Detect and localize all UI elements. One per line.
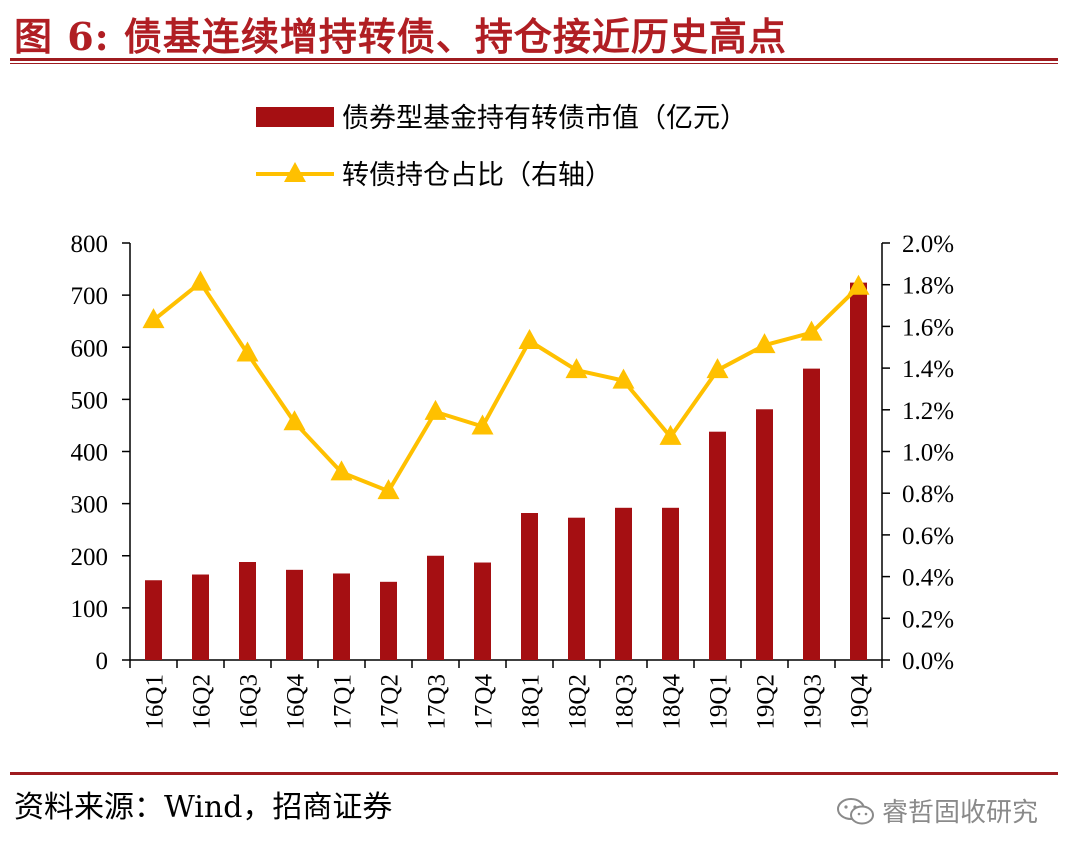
legend-line-label: 转债持仓占比（右轴） (342, 160, 612, 191)
source-note: 资料来源：Wind，招商证券 (14, 790, 393, 825)
top-rule-thin (10, 63, 1058, 64)
wechat-icon (837, 797, 874, 824)
bar (427, 555, 444, 660)
bar (568, 517, 585, 660)
y-right-tick-label: 1.4% (902, 356, 954, 383)
ratio-point (706, 358, 729, 379)
ratio-point (612, 368, 635, 389)
bar (192, 574, 209, 660)
ratio-point (800, 320, 823, 341)
y-right-tick-label: 0.0% (902, 648, 954, 675)
ratio-point (330, 460, 353, 481)
x-tick-label: 16Q2 (189, 674, 216, 730)
x-tick-label: 16Q1 (142, 674, 169, 730)
bar (709, 431, 726, 660)
ratio-point (377, 479, 400, 500)
ratio-point (518, 328, 541, 349)
y-left-tick-label: 0 (96, 648, 109, 675)
legend-line-marker (284, 162, 306, 182)
y-right-tick-label: 1.6% (902, 314, 954, 341)
bar (803, 368, 820, 660)
x-tick-label: 19Q1 (706, 674, 733, 730)
legend-bar-swatch (256, 107, 334, 127)
y-right-tick-label: 0.4% (902, 565, 954, 592)
x-tick-label: 19Q2 (753, 674, 780, 730)
figure-title: 图 6: 债基连续增持转债、持仓接近历史高点 (14, 14, 787, 59)
watermark: 睿哲固收研究 (836, 792, 1038, 829)
ratio-point (424, 399, 447, 420)
y-right-tick-label: 0.6% (902, 523, 954, 550)
bar (239, 562, 256, 660)
legend-bar-label: 债券型基金持有转债市值（亿元） (342, 103, 747, 134)
y-left-tick-label: 500 (71, 387, 109, 414)
ratio-point (283, 410, 306, 431)
x-tick-label: 19Q3 (800, 674, 827, 730)
ratio-point (753, 333, 776, 354)
y-left-tick-label: 200 (71, 544, 109, 571)
x-tick-label: 17Q3 (424, 674, 451, 730)
ratio-point (236, 341, 259, 362)
x-tick-label: 18Q4 (659, 674, 686, 730)
top-rule (10, 58, 1058, 61)
y-left-tick-label: 700 (71, 283, 109, 310)
bar (850, 282, 867, 660)
x-tick-label: 19Q4 (847, 674, 874, 730)
ratio-point (189, 270, 212, 291)
y-left-tick-label: 800 (71, 231, 109, 258)
y-left-tick-label: 400 (71, 440, 109, 467)
x-tick-label: 18Q1 (518, 674, 545, 730)
x-tick-label: 18Q3 (612, 674, 639, 730)
ratio-point (142, 308, 165, 329)
x-tick-label: 18Q2 (565, 674, 592, 730)
bar (521, 513, 538, 660)
x-tick-label: 17Q2 (377, 674, 404, 730)
y-right-tick-label: 2.0% (902, 231, 954, 258)
y-right-tick-label: 0.2% (902, 606, 954, 633)
x-tick-label: 17Q4 (471, 674, 498, 730)
y-left-tick-label: 600 (71, 335, 109, 362)
bar (474, 562, 491, 660)
y-right-tick-label: 1.2% (902, 398, 954, 425)
bar (380, 581, 397, 660)
y-left-tick-label: 300 (71, 492, 109, 519)
ratio-line (152, 280, 860, 494)
bottom-rule (10, 772, 1058, 775)
bar (615, 507, 632, 660)
y-right-tick-label: 1.8% (902, 273, 954, 300)
legend: 债券型基金持有转债市值（亿元） 转债持仓占比（右轴） (256, 103, 747, 191)
bar (286, 569, 303, 660)
ratio-point (659, 424, 682, 445)
bar (333, 573, 350, 660)
watermark-text: 睿哲固收研究 (882, 798, 1039, 828)
y-right-tick-label: 0.8% (902, 481, 954, 508)
bar (756, 409, 773, 660)
y-right-tick-label: 1.0% (902, 440, 954, 467)
bar (662, 507, 679, 660)
ratio-point (847, 274, 870, 295)
x-tick-label: 16Q4 (283, 674, 310, 730)
x-tick-label: 16Q3 (236, 674, 263, 730)
y-left-tick-label: 100 (71, 596, 109, 623)
ratio-point (471, 414, 494, 435)
bar (145, 580, 162, 660)
x-tick-label: 17Q1 (330, 674, 357, 730)
ratio-point (565, 358, 588, 379)
